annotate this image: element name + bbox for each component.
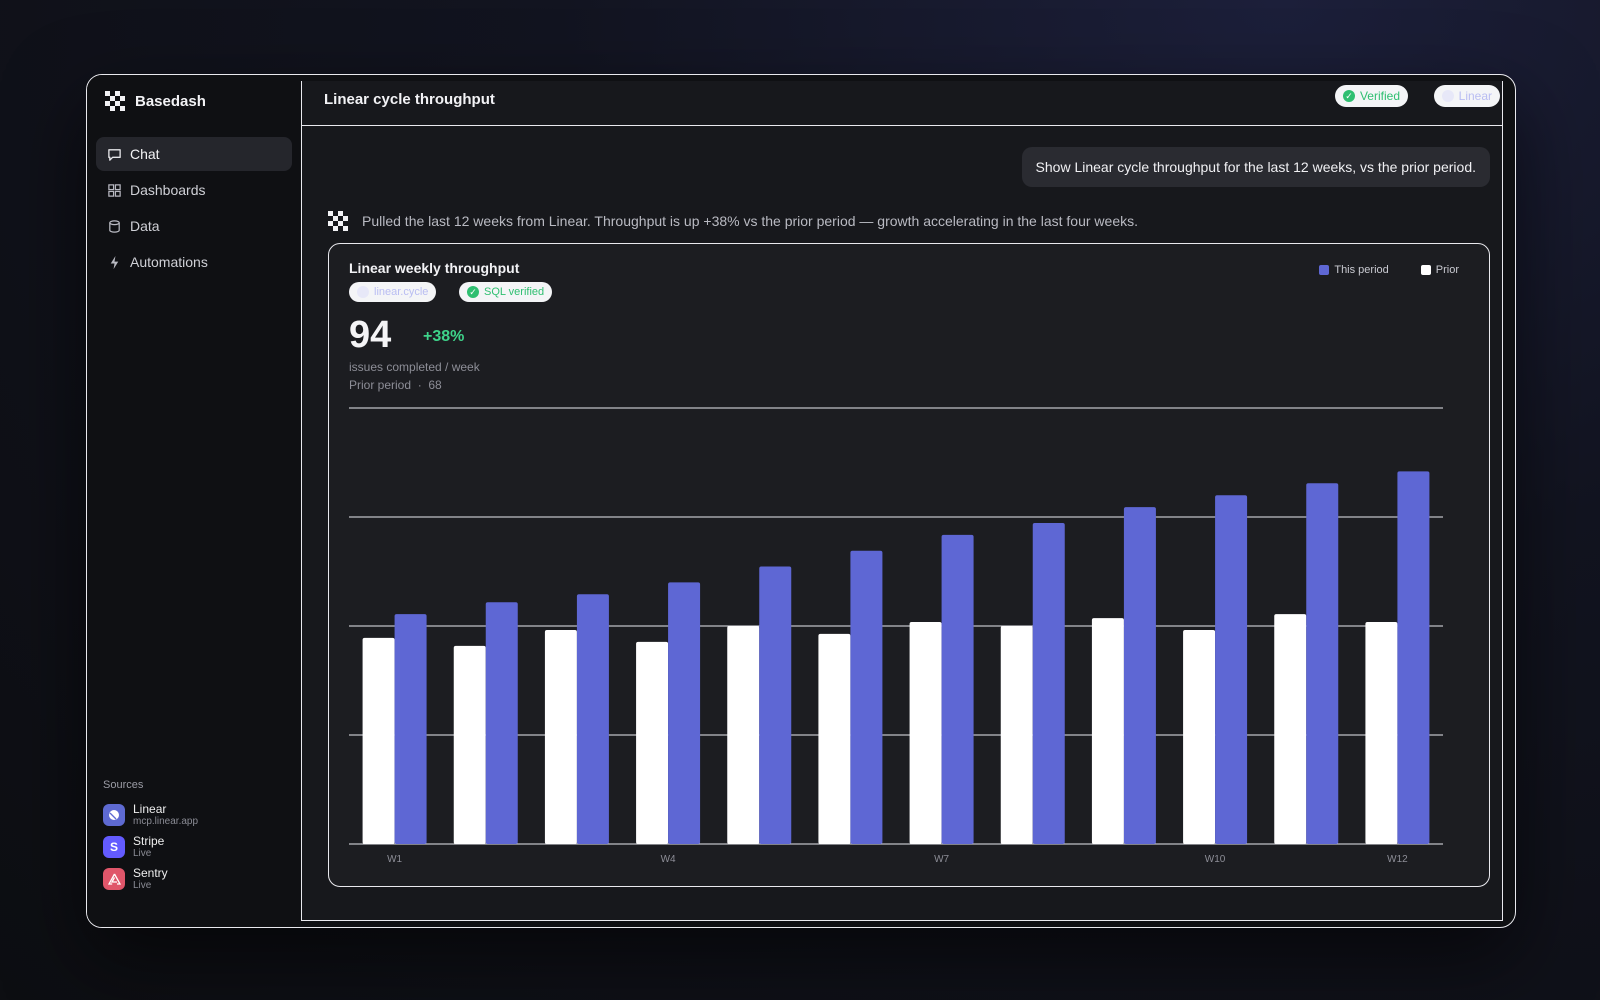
legend-swatch xyxy=(1420,265,1431,275)
legend-this-period[interactable]: This period xyxy=(1319,264,1389,276)
sidebar-item-label: Chat xyxy=(130,146,160,162)
bar-prior[interactable] xyxy=(1274,614,1307,844)
source-sub: mcp.linear.app xyxy=(133,816,199,827)
legend-swatch xyxy=(1319,265,1330,275)
assistant-text: Pulled the last 12 weeks from Linear. Th… xyxy=(362,213,1138,229)
bar-prior[interactable] xyxy=(544,629,577,844)
bar-this-period[interactable] xyxy=(1123,507,1156,844)
source-sub: Live xyxy=(133,880,152,891)
x-tick-label: W12 xyxy=(1387,854,1408,865)
sidebar-item-automations[interactable]: Automations xyxy=(96,245,292,279)
sidebar-item-label: Dashboards xyxy=(130,182,206,198)
bar-this-period[interactable] xyxy=(941,534,974,844)
stripe-logo-icon: S xyxy=(103,836,125,858)
chart-title: Linear weekly throughput xyxy=(349,260,520,276)
bar-this-period[interactable] xyxy=(1397,471,1430,844)
linear-logo-icon xyxy=(357,286,369,298)
assistant-message: Pulled the last 12 weeks from Linear. Th… xyxy=(328,211,1138,231)
sql-verified-label: SQL verified xyxy=(484,286,545,298)
sidebar: Basedash Chat Dashboards Data xyxy=(87,75,301,927)
bar-prior[interactable] xyxy=(727,626,760,844)
source-name: Sentry xyxy=(133,866,168,880)
chart-legend: This period Prior xyxy=(1319,264,1459,276)
page-title: Linear cycle throughput xyxy=(324,91,495,108)
app-window: Basedash Chat Dashboards Data xyxy=(86,74,1516,928)
source-label: Linear xyxy=(1458,89,1492,103)
x-tick-label: W7 xyxy=(934,854,949,865)
verified-label: Verified xyxy=(1359,89,1400,103)
brand-name: Basedash xyxy=(135,92,206,110)
bar-this-period[interactable] xyxy=(576,594,609,844)
source-stripe[interactable]: S Stripe Live xyxy=(103,831,283,863)
bar-prior[interactable] xyxy=(362,637,395,844)
sources-title: Sources xyxy=(103,779,144,791)
database-icon xyxy=(106,218,122,234)
bar-this-period[interactable] xyxy=(485,602,518,844)
table-tag-label: linear.cycle xyxy=(374,286,429,298)
sidebar-item-chat[interactable]: Chat xyxy=(96,137,292,171)
sql-verified-tag[interactable]: ✓ SQL verified xyxy=(459,282,553,302)
bar-this-period[interactable] xyxy=(850,550,883,844)
sentry-logo-icon xyxy=(103,868,125,890)
bar-this-period[interactable] xyxy=(394,614,427,844)
bar-prior[interactable] xyxy=(636,641,669,844)
sidebar-item-label: Data xyxy=(130,218,160,234)
bar-prior[interactable] xyxy=(1183,629,1216,844)
legend-prior[interactable]: Prior xyxy=(1420,264,1459,276)
bar-prior[interactable] xyxy=(453,645,486,844)
source-badge-linear[interactable]: Linear xyxy=(1433,85,1500,107)
bar-prior[interactable] xyxy=(1000,626,1033,844)
bar-this-period[interactable] xyxy=(668,582,701,844)
metric-delta: +38% xyxy=(423,328,465,345)
dashboard-grid-icon xyxy=(106,182,122,198)
bar-chart: W1 W4 W7 W10 W12 xyxy=(349,407,1443,865)
sources-panel: Sources Linear mcp.linear.app S Stripe L… xyxy=(103,779,283,895)
source-sentry[interactable]: Sentry Live xyxy=(103,863,283,895)
x-tick-label: W1 xyxy=(387,854,402,865)
bar-prior[interactable] xyxy=(818,633,851,844)
bar-this-period[interactable] xyxy=(1306,483,1339,844)
brand[interactable]: Basedash xyxy=(105,91,206,111)
basedash-logo-icon xyxy=(105,91,125,111)
linear-logo-icon xyxy=(103,804,125,826)
table-tag[interactable]: linear.cycle xyxy=(349,282,437,302)
bar-this-period[interactable] xyxy=(1032,522,1065,844)
x-tick-label: W10 xyxy=(1205,854,1226,865)
source-name: Linear xyxy=(133,802,167,816)
topbar: Linear cycle throughput ✓ Verified Linea… xyxy=(302,81,1502,126)
chat-bubble-icon xyxy=(106,146,122,162)
legend-label: This period xyxy=(1334,264,1389,276)
basedash-logo-icon xyxy=(328,211,348,231)
chart-card: Linear weekly throughput linear.cycle ✓ … xyxy=(328,243,1490,887)
sidebar-item-label: Automations xyxy=(130,254,208,270)
bar-prior[interactable] xyxy=(909,622,942,844)
legend-label: Prior xyxy=(1435,264,1459,276)
x-tick-label: W4 xyxy=(661,854,676,865)
source-sub: Live xyxy=(133,848,152,859)
source-linear[interactable]: Linear mcp.linear.app xyxy=(103,799,283,831)
user-message: Show Linear cycle throughput for the las… xyxy=(1021,147,1490,187)
bar-prior[interactable] xyxy=(1365,622,1398,844)
metric-unit: issues completed / week xyxy=(349,360,480,374)
sidebar-item-dashboards[interactable]: Dashboards xyxy=(96,173,292,207)
bar-prior[interactable] xyxy=(1091,618,1124,844)
bolt-icon xyxy=(106,254,122,270)
bar-this-period[interactable] xyxy=(1215,495,1248,844)
sidebar-nav: Chat Dashboards Data Automations xyxy=(96,137,292,281)
check-circle-icon: ✓ xyxy=(1342,90,1355,102)
bar-this-period[interactable] xyxy=(759,566,792,844)
linear-logo-icon xyxy=(1441,90,1454,102)
check-circle-icon: ✓ xyxy=(467,286,479,298)
verified-badge[interactable]: ✓ Verified xyxy=(1334,85,1408,107)
sidebar-item-data[interactable]: Data xyxy=(96,209,292,243)
metric-value: 94 xyxy=(349,314,392,356)
main-panel: Linear cycle throughput ✓ Verified Linea… xyxy=(301,81,1503,921)
source-name: Stripe xyxy=(133,834,165,848)
prior-period: Prior period · 68 xyxy=(349,378,442,392)
